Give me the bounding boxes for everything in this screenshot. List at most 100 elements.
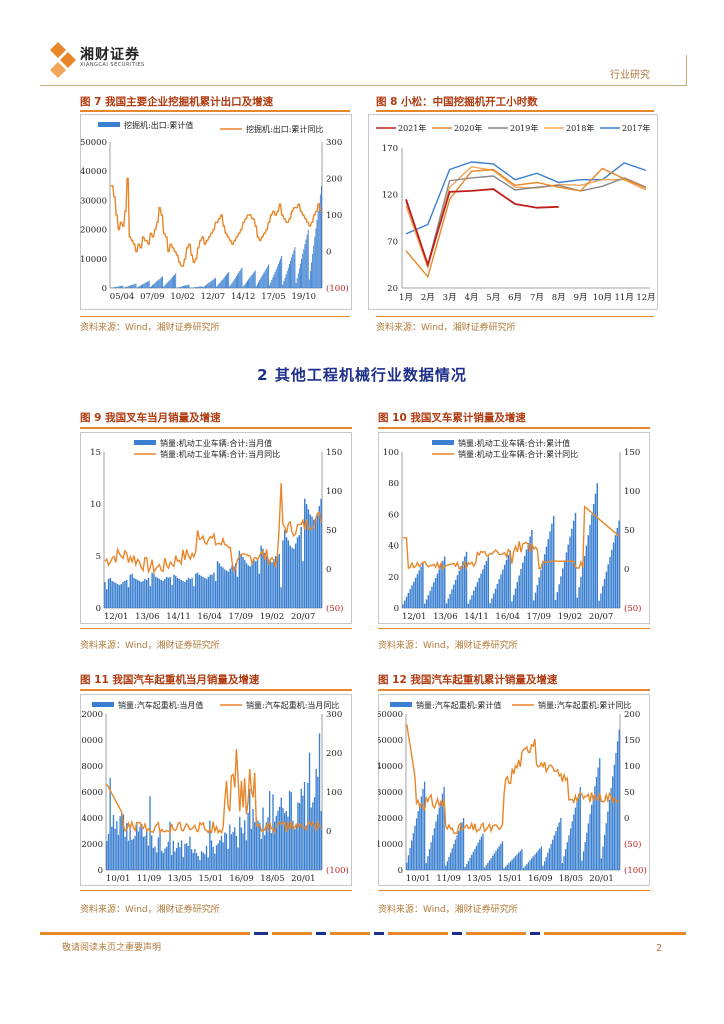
fig8-title: 图 8 小松：中国挖掘机开工小时数: [376, 96, 538, 108]
data-bar: [274, 271, 276, 288]
data-bar: [269, 285, 270, 288]
data-bar: [613, 764, 615, 870]
data-bar: [284, 530, 286, 608]
data-bar: [449, 593, 451, 608]
data-bar: [616, 527, 619, 608]
data-bar: [229, 286, 231, 288]
data-bar: [280, 258, 282, 288]
data-bar: [552, 515, 555, 608]
data-bar: [247, 565, 250, 608]
data-bar: [184, 582, 186, 608]
data-bar: [192, 287, 194, 288]
data-bar: [149, 287, 151, 288]
data-bar: [505, 559, 508, 608]
data-bar: [592, 504, 595, 608]
data-bar: [219, 282, 221, 288]
legend-bar-swatch: [134, 440, 156, 445]
data-bar: [574, 807, 577, 870]
data-bar: [252, 273, 254, 288]
data-bar: [429, 590, 431, 608]
data-bar: [144, 836, 146, 870]
data-bar: [128, 285, 130, 288]
data-bar: [210, 281, 212, 288]
data-bar: [587, 535, 589, 608]
data-bar: [596, 483, 599, 608]
data-bar: [438, 807, 440, 870]
data-bar: [117, 286, 119, 288]
data-bar: [304, 498, 306, 608]
x-tick-label: 20/07: [291, 612, 316, 622]
x-tick-label: 7月: [530, 293, 544, 303]
data-bar: [177, 287, 179, 288]
data-bar: [298, 803, 301, 870]
y-left-tick-label: 2000: [81, 840, 103, 850]
data-bar: [589, 814, 591, 870]
fig11-chart: 0 2000 4000 6000 8000 10000 12000 (100) 0 100 200 3…: [80, 694, 352, 886]
x-tick-label: 13/05: [467, 874, 492, 884]
data-bar: [283, 813, 286, 870]
data-bar: [473, 590, 475, 608]
data-bar: [556, 826, 559, 870]
brand-subtitle: XIANGCAI SECURITIES: [80, 62, 145, 68]
data-bar: [196, 286, 198, 288]
data-bar: [256, 559, 259, 608]
data-bar: [316, 514, 319, 608]
data-bar: [147, 845, 150, 870]
legend-bar-swatch: [98, 122, 120, 127]
data-bar: [487, 556, 490, 608]
data-bar: [286, 270, 288, 288]
data-bar: [143, 283, 145, 288]
data-bar: [505, 866, 507, 870]
data-bar: [305, 504, 308, 608]
data-bar: [271, 279, 273, 288]
data-bar: [453, 584, 455, 608]
data-bar: [569, 536, 571, 608]
data-bar: [121, 812, 123, 870]
header-rule: [40, 85, 686, 86]
fig11-source-rule: [80, 890, 352, 891]
data-bar: [216, 561, 219, 608]
data-bar: [220, 566, 222, 608]
data-bar: [479, 839, 481, 870]
data-bar: [168, 280, 170, 288]
data-bar: [125, 579, 128, 608]
data-bar: [467, 603, 470, 608]
y-tick-label: 170: [382, 144, 398, 154]
data-bar: [234, 563, 237, 608]
data-bar: [417, 811, 419, 870]
data-bar: [612, 542, 615, 608]
data-bar: [282, 540, 284, 608]
data-bar: [158, 578, 161, 608]
data-bar: [576, 597, 579, 608]
y-left-tick-label: 30000: [80, 196, 107, 206]
data-bar: [513, 857, 515, 870]
y-right-tick-label: 0: [326, 565, 331, 575]
data-bar: [288, 264, 290, 288]
data-bar: [293, 548, 295, 608]
data-bar: [462, 561, 464, 608]
data-bar: [405, 596, 408, 608]
x-tick-label: 19/02: [558, 612, 583, 622]
data-bar: [551, 523, 553, 608]
x-tick-label: 12/07: [201, 292, 226, 302]
data-bar: [291, 547, 293, 608]
data-bar: [561, 863, 564, 870]
fig9-source-rule: [80, 628, 352, 629]
y-left-tick-label: 30000: [378, 788, 403, 798]
data-bar: [516, 582, 519, 608]
data-bar: [297, 802, 299, 870]
chart-frame: [378, 432, 650, 624]
legend-label: 2018年: [566, 123, 594, 133]
data-bar: [433, 828, 436, 870]
data-bar: [245, 282, 247, 288]
fig12-title: 图 12 我国汽车起重机累计销量及增速: [378, 674, 558, 686]
data-bar: [206, 284, 208, 288]
data-bar: [543, 861, 546, 870]
data-bar: [431, 586, 433, 608]
data-bar: [489, 603, 491, 608]
data-bar: [129, 285, 131, 288]
data-bar: [290, 792, 292, 870]
series-line-2018年: [405, 165, 647, 270]
data-bar: [268, 790, 271, 870]
data-bar: [141, 824, 143, 870]
